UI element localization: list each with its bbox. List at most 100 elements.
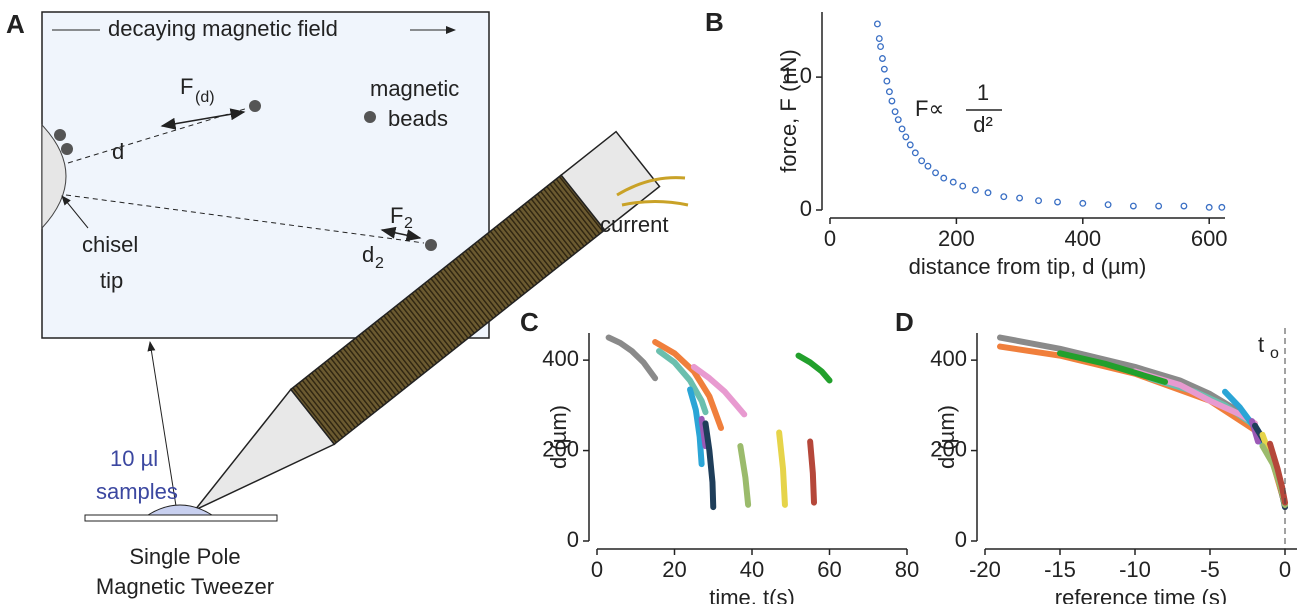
y-axis-label: d (µm) [934, 405, 959, 469]
y-tick-label: 400 [930, 346, 967, 371]
data-point [1180, 202, 1188, 210]
y-tick-label: 200 [930, 436, 967, 461]
data-point [898, 125, 906, 133]
data-point [1129, 202, 1137, 210]
distance-label: d [362, 242, 374, 267]
y-tick-label: 200 [542, 436, 579, 461]
sample-label: samples [96, 479, 178, 504]
tip-label: tip [100, 268, 123, 293]
y-axis-label: force, F (nN) [776, 49, 801, 172]
wires [616, 176, 689, 207]
y-tick-label: 0 [567, 527, 579, 552]
tweezer-cap [560, 130, 661, 232]
device-label: Single Pole [129, 544, 240, 569]
data-point [984, 189, 992, 197]
x-axis-label: distance from tip, d (µm) [909, 254, 1147, 279]
x-tick-label: 60 [817, 557, 841, 582]
y-tick-label: 0 [955, 527, 967, 552]
data-point [1218, 203, 1226, 211]
distance-line [65, 194, 425, 244]
trajectory [1147, 375, 1258, 429]
trajectory [702, 420, 717, 511]
data-point [894, 116, 902, 124]
x-tick-label: 0 [824, 226, 836, 251]
trajectory [807, 438, 817, 506]
bead-label: magnetic [370, 76, 459, 101]
annotation: F∝ [915, 96, 944, 121]
distance-subscript: 2 [375, 255, 384, 272]
data-point [902, 133, 910, 141]
x-tick-label: 600 [1191, 226, 1228, 251]
slide [84, 514, 278, 522]
tip-arrow [61, 195, 89, 229]
data-point [873, 20, 881, 28]
x-axis-label: time, t(s) [709, 585, 795, 604]
field-label: decaying magnetic field [108, 16, 338, 41]
x-tick-label: -20 [969, 557, 1001, 582]
bead [249, 100, 261, 112]
sample-label: 10 µl [110, 446, 158, 471]
x-tick-label: 400 [1064, 226, 1101, 251]
force-subscript: 2 [404, 215, 413, 232]
tweezer [194, 130, 661, 511]
data-point [875, 35, 883, 43]
trajectory [656, 348, 709, 416]
x-tick-label: 0 [591, 557, 603, 582]
trajectory [605, 334, 659, 382]
data-point [1155, 202, 1163, 210]
annotation: t [1258, 332, 1264, 357]
data-point [888, 97, 896, 105]
x-tick-label: 200 [938, 226, 975, 251]
trajectory [795, 352, 833, 384]
data-point [879, 55, 886, 62]
annotation: 1 [977, 80, 989, 105]
data-point [949, 178, 957, 186]
x-tick-label: 0 [1279, 557, 1291, 582]
y-axis-label: d (µm) [546, 405, 571, 469]
data-point [971, 186, 979, 194]
panel-label: D [895, 307, 914, 337]
trajectory [690, 363, 748, 418]
panel-label: A [6, 9, 25, 39]
data-point [880, 65, 888, 73]
trajectory [652, 339, 724, 431]
tip-label: chisel [82, 232, 138, 257]
bead [425, 239, 437, 251]
field-box [41, 11, 490, 339]
data-point [959, 182, 967, 190]
trajectory [687, 386, 705, 468]
data-point [1079, 199, 1087, 207]
data-point [918, 157, 926, 165]
force-subscript: (d) [195, 89, 215, 106]
data-point [932, 169, 939, 177]
annotation: d² [973, 112, 993, 137]
data-point [911, 149, 919, 157]
data-point [906, 141, 914, 149]
sample-arrow [147, 341, 177, 507]
data-point [1104, 201, 1112, 209]
trajectory [1267, 440, 1288, 506]
data-point [924, 162, 932, 170]
trajectory [776, 429, 788, 508]
panel-label: B [705, 7, 724, 37]
x-tick-label: -5 [1200, 557, 1220, 582]
force-label: F [180, 74, 193, 99]
x-tick-label: 20 [662, 557, 686, 582]
trajectory [737, 443, 752, 508]
panel-a: A decaying magnetic field d F (d) magnet… [6, 9, 689, 599]
data-point [1054, 198, 1061, 206]
force-label: F [390, 203, 403, 228]
x-axis-label: reference time (s) [1055, 585, 1227, 604]
x-tick-label: -10 [1119, 557, 1151, 582]
panel-label: C [520, 307, 539, 337]
y-tick-label: 1.0 [781, 63, 812, 88]
force-arrow [160, 108, 246, 130]
device-label: Magnetic Tweezer [96, 574, 274, 599]
y-tick-label: 400 [542, 346, 579, 371]
data-point [1016, 194, 1024, 202]
bead [54, 129, 66, 141]
data-point [885, 88, 893, 96]
data-point [891, 108, 899, 116]
